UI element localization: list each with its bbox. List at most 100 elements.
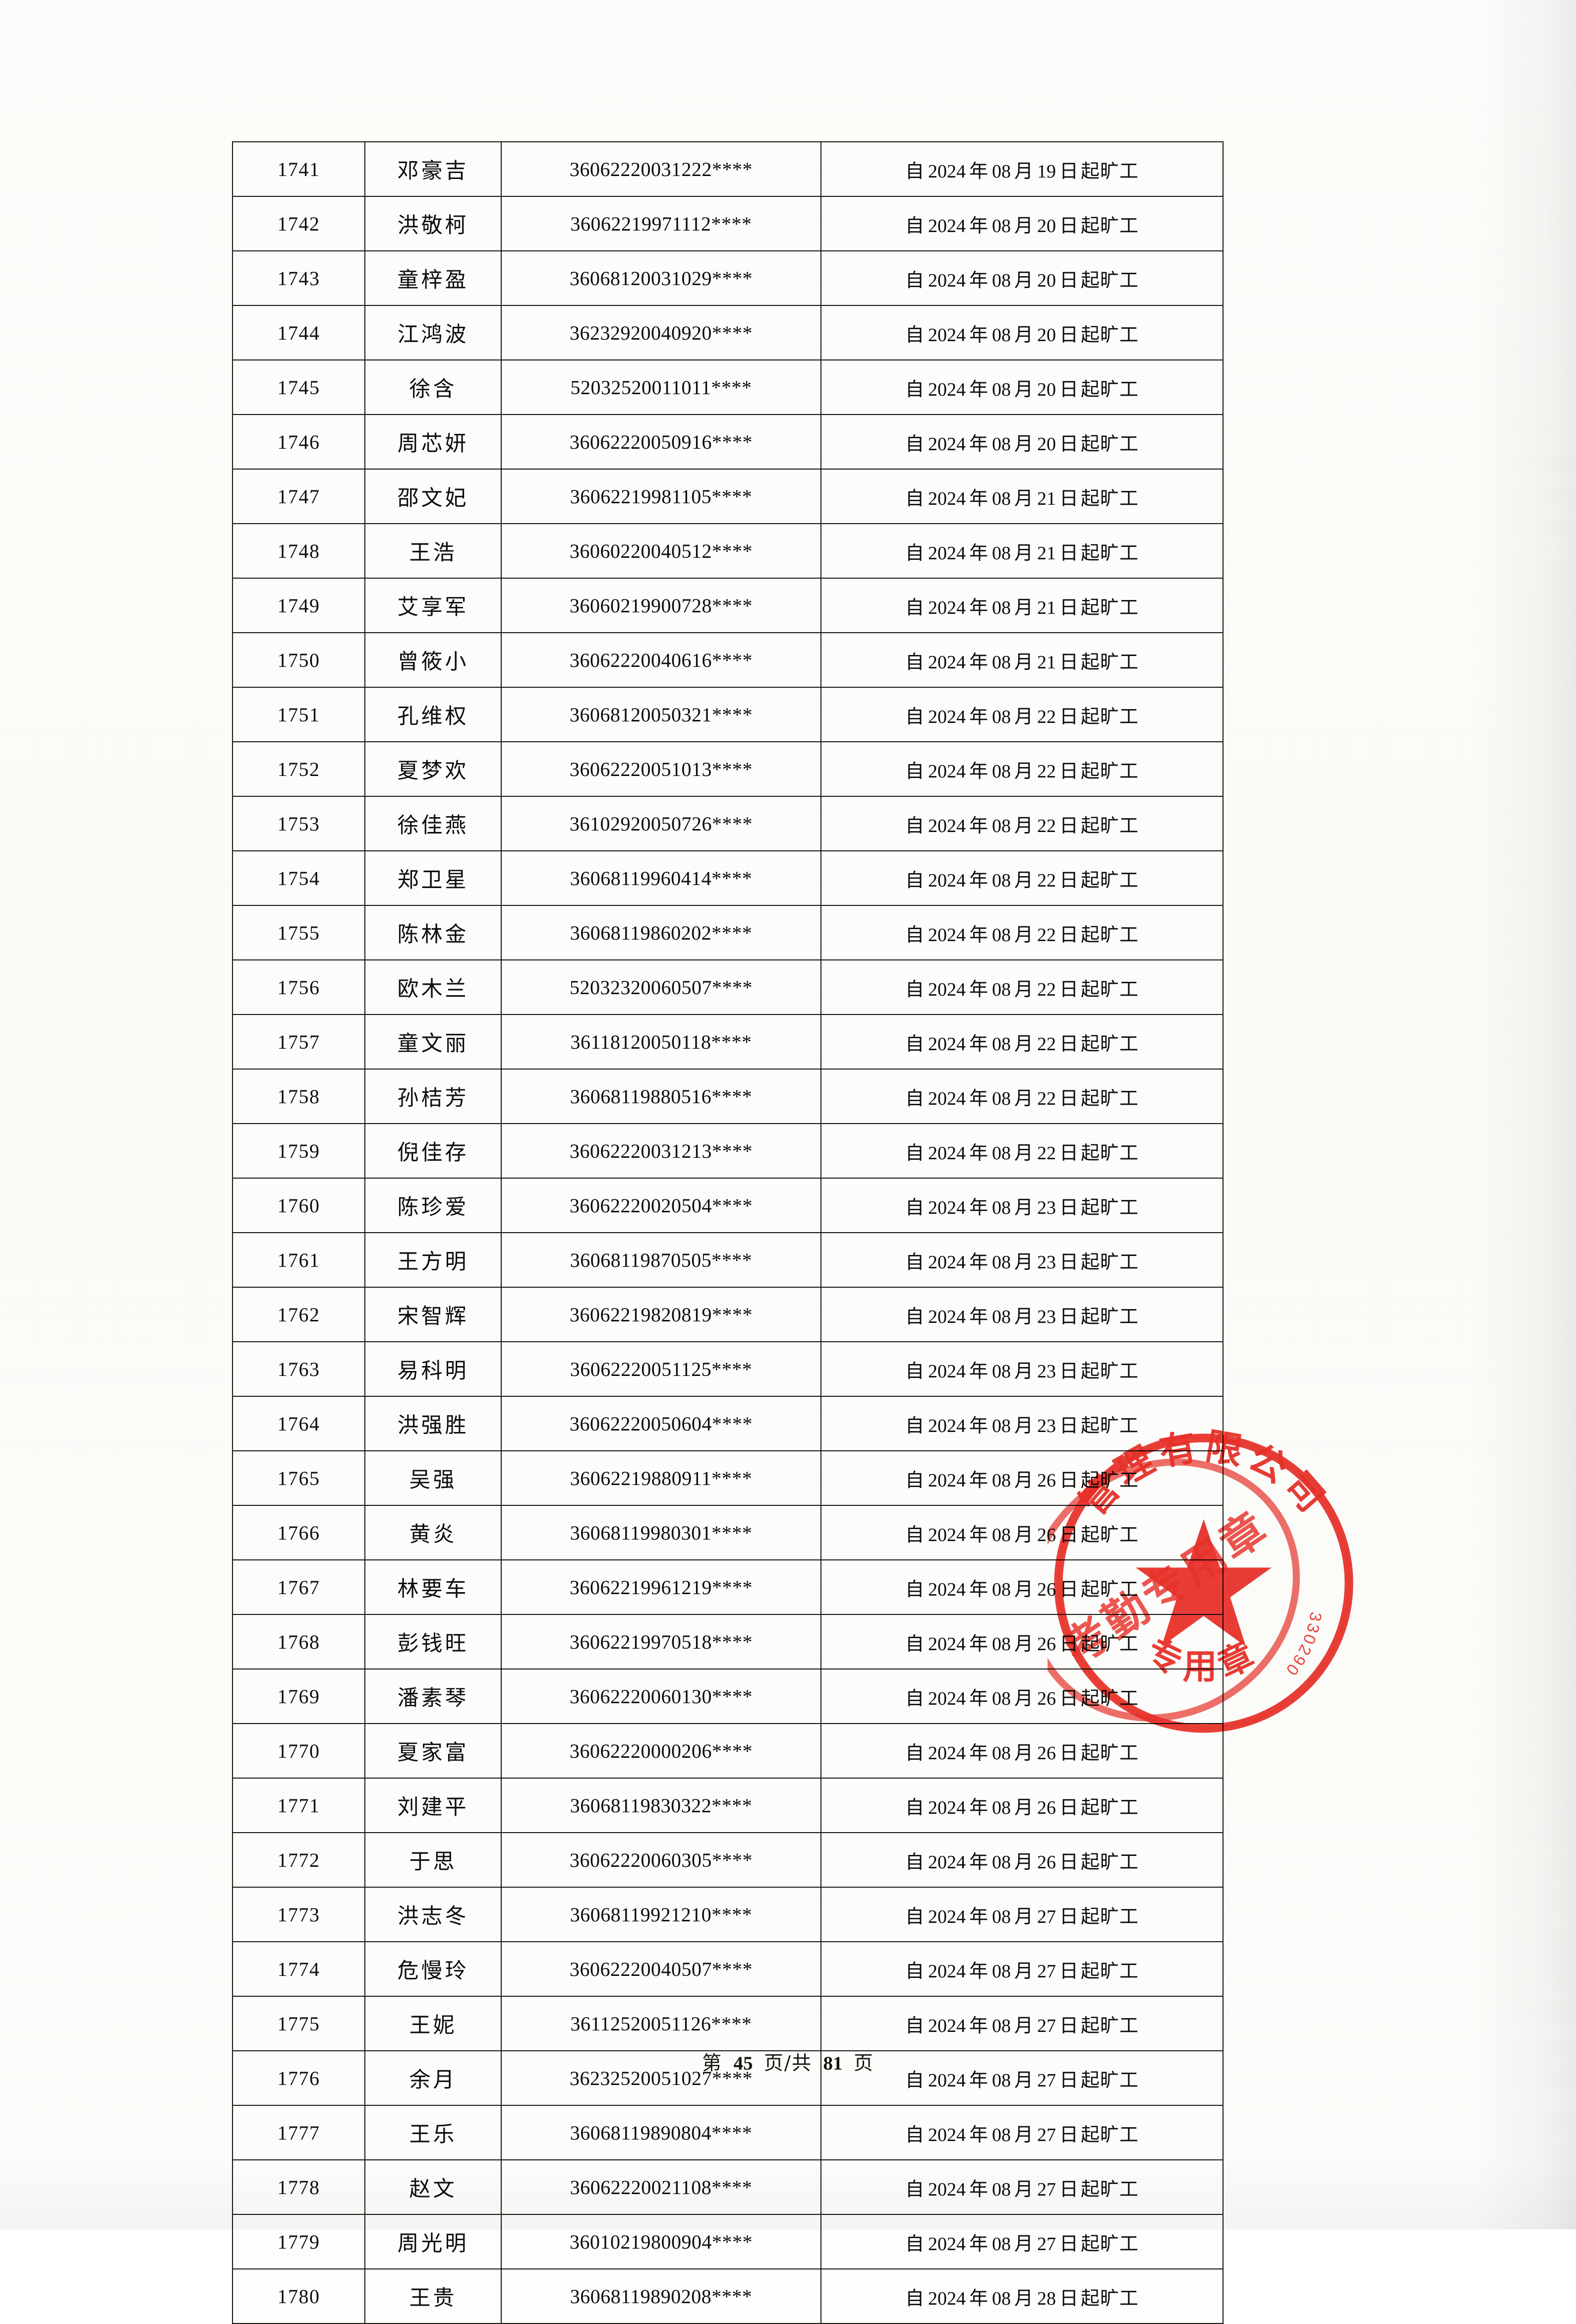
cell-person-name: 徐佳燕 — [364, 796, 502, 851]
cell-id-number: 36062220060130**** — [501, 1669, 821, 1724]
cell-absence-reason: 自 2024 年 08 月 22 日起旷工 — [820, 850, 1224, 906]
cell-sequence-number: 1780 — [232, 2268, 365, 2324]
cell-person-name: 洪敬柯 — [364, 196, 502, 251]
reason-month: 08 — [992, 1851, 1011, 1873]
reason-year: 2024 — [928, 1961, 966, 1982]
reason-day: 27 — [1037, 2124, 1056, 2145]
cell-absence-reason: 自 2024 年 08 月 20 日起旷工 — [820, 305, 1224, 360]
reason-day: 20 — [1037, 379, 1056, 400]
reason-day: 22 — [1037, 1033, 1056, 1055]
reason-year: 2024 — [928, 761, 966, 782]
cell-absence-reason: 自 2024 年 08 月 22 日起旷工 — [820, 959, 1224, 1015]
reason-day: 27 — [1037, 2015, 1056, 2036]
cell-id-number: 36062220040507**** — [501, 1941, 821, 1997]
cell-id-number: 36068119830322**** — [501, 1778, 821, 1833]
reason-year: 2024 — [928, 870, 966, 891]
cell-person-name: 夏梦欢 — [364, 741, 502, 797]
cell-id-number: 36062219880911**** — [501, 1450, 821, 1506]
cell-absence-reason: 自 2024 年 08 月 23 日起旷工 — [820, 1287, 1224, 1342]
cell-sequence-number: 1762 — [232, 1287, 365, 1342]
table-row: 1747 邵文妃 36062219981105**** 自 2024 年 08 月 21 日起旷工 — [232, 469, 1224, 524]
cell-absence-reason: 自 2024 年 08 月 22 日起旷工 — [820, 905, 1224, 960]
table-row: 1758 孙桔芳 36068119880516**** 自 2024 年 08 月 22 日起旷工 — [232, 1069, 1224, 1124]
cell-id-number: 36112520051126**** — [501, 1996, 821, 2051]
cell-person-name: 王贵 — [364, 2268, 502, 2324]
cell-person-name: 童文丽 — [364, 1014, 502, 1070]
cell-sequence-number: 1743 — [232, 250, 365, 306]
cell-sequence-number: 1748 — [232, 523, 365, 579]
reason-day: 23 — [1037, 1361, 1056, 1382]
cell-person-name: 余月 — [364, 2050, 502, 2106]
cell-person-name: 曾筱小 — [364, 632, 502, 688]
cell-sequence-number: 1749 — [232, 578, 365, 633]
table-row: 1761 王方明 36068119870505**** 自 2024 年 08 月 23 日起旷工 — [232, 1232, 1224, 1288]
cell-id-number: 36010219800904**** — [501, 2214, 821, 2269]
table-row: 1752 夏梦欢 36062220051013**** 自 2024 年 08 月 22 日起旷工 — [232, 741, 1224, 797]
reason-year: 2024 — [928, 215, 966, 237]
reason-day: 27 — [1037, 1961, 1056, 1982]
cell-id-number: 36062220050916**** — [501, 414, 821, 470]
cell-person-name: 洪强胜 — [364, 1396, 502, 1451]
cell-id-number: 36068120050321**** — [501, 687, 821, 742]
cell-person-name: 夏家富 — [364, 1723, 502, 1779]
reason-day: 20 — [1037, 270, 1056, 291]
cell-id-number: 36062220040616**** — [501, 632, 821, 688]
cell-person-name: 宋智辉 — [364, 1287, 502, 1342]
cell-absence-reason: 自 2024 年 08 月 21 日起旷工 — [820, 578, 1224, 633]
cell-absence-reason: 自 2024 年 08 月 22 日起旷工 — [820, 1069, 1224, 1124]
reason-day: 22 — [1037, 1088, 1056, 1109]
cell-id-number: 36068119960414**** — [501, 850, 821, 906]
cell-person-name: 郑卫星 — [364, 850, 502, 906]
table-row: 1780 王贵 36068119890208**** 自 2024 年 08 月 28 日起旷工 — [232, 2268, 1224, 2324]
table-row: 1770 夏家富 36062220000206**** 自 2024 年 08 月 26 日起旷工 — [232, 1723, 1224, 1779]
reason-day: 27 — [1037, 2179, 1056, 2200]
cell-sequence-number: 1761 — [232, 1232, 365, 1288]
cell-absence-reason: 自 2024 年 08 月 21 日起旷工 — [820, 632, 1224, 688]
cell-absence-reason: 自 2024 年 08 月 19 日起旷工 — [820, 141, 1224, 197]
table-row: 1754 郑卫星 36068119960414**** 自 2024 年 08 月 22 日起旷工 — [232, 850, 1224, 906]
cell-absence-reason: 自 2024 年 08 月 20 日起旷工 — [820, 414, 1224, 470]
reason-day: 21 — [1037, 652, 1056, 673]
reason-month: 08 — [992, 2124, 1011, 2145]
absence-roster-table-wrap: 1741 邓豪吉 36062220031222**** 自 2024 年 08 月 19 日起旷工… — [232, 141, 1224, 2324]
cell-sequence-number: 1753 — [232, 796, 365, 851]
reason-day: 23 — [1037, 1197, 1056, 1218]
footer-middle: 页/共 — [763, 2052, 813, 2075]
reason-day: 26 — [1037, 1633, 1056, 1655]
reason-year: 2024 — [928, 1470, 966, 1491]
table-row: 1753 徐佳燕 36102920050726**** 自 2024 年 08 月 22 日起旷工 — [232, 796, 1224, 851]
cell-absence-reason: 自 2024 年 08 月 23 日起旷工 — [820, 1341, 1224, 1397]
cell-absence-reason: 自 2024 年 08 月 21 日起旷工 — [820, 523, 1224, 579]
table-row: 1768 彭钱旺 36062219970518**** 自 2024 年 08 月 26 日起旷工 — [232, 1614, 1224, 1669]
reason-year: 2024 — [928, 597, 966, 618]
reason-month: 08 — [992, 1142, 1011, 1164]
reason-month: 08 — [992, 1088, 1011, 1109]
cell-id-number: 36062220031222**** — [501, 141, 821, 197]
cell-person-name: 赵文 — [364, 2159, 502, 2215]
reason-day: 26 — [1037, 1851, 1056, 1873]
cell-absence-reason: 自 2024 年 08 月 26 日起旷工 — [820, 1832, 1224, 1888]
reason-year: 2024 — [928, 161, 966, 182]
reason-day: 20 — [1037, 215, 1056, 237]
table-row: 1762 宋智辉 36062219820819**** 自 2024 年 08 月 23 日起旷工 — [232, 1287, 1224, 1342]
cell-sequence-number: 1755 — [232, 905, 365, 960]
cell-id-number: 36062220060305**** — [501, 1832, 821, 1888]
cell-sequence-number: 1750 — [232, 632, 365, 688]
reason-month: 08 — [992, 652, 1011, 673]
reason-year: 2024 — [928, 1197, 966, 1218]
cell-absence-reason: 自 2024 年 08 月 22 日起旷工 — [820, 1123, 1224, 1179]
reason-month: 08 — [992, 2070, 1011, 2091]
cell-id-number: 36062219961219**** — [501, 1559, 821, 1615]
cell-sequence-number: 1775 — [232, 1996, 365, 2051]
footer-prefix: 第 — [702, 2052, 723, 2075]
table-row: 1764 洪强胜 36062220050604**** 自 2024 年 08 月 23 日起旷工 — [232, 1396, 1224, 1451]
table-row: 1760 陈珍爱 36062220020504**** 自 2024 年 08 月 23 日起旷工 — [232, 1178, 1224, 1233]
cell-sequence-number: 1745 — [232, 359, 365, 415]
cell-absence-reason: 自 2024 年 08 月 22 日起旷工 — [820, 687, 1224, 742]
reason-day: 21 — [1037, 488, 1056, 509]
reason-month: 08 — [992, 488, 1011, 509]
cell-id-number: 36062220031213**** — [501, 1123, 821, 1179]
reason-day: 27 — [1037, 2233, 1056, 2255]
reason-month: 08 — [992, 433, 1011, 455]
